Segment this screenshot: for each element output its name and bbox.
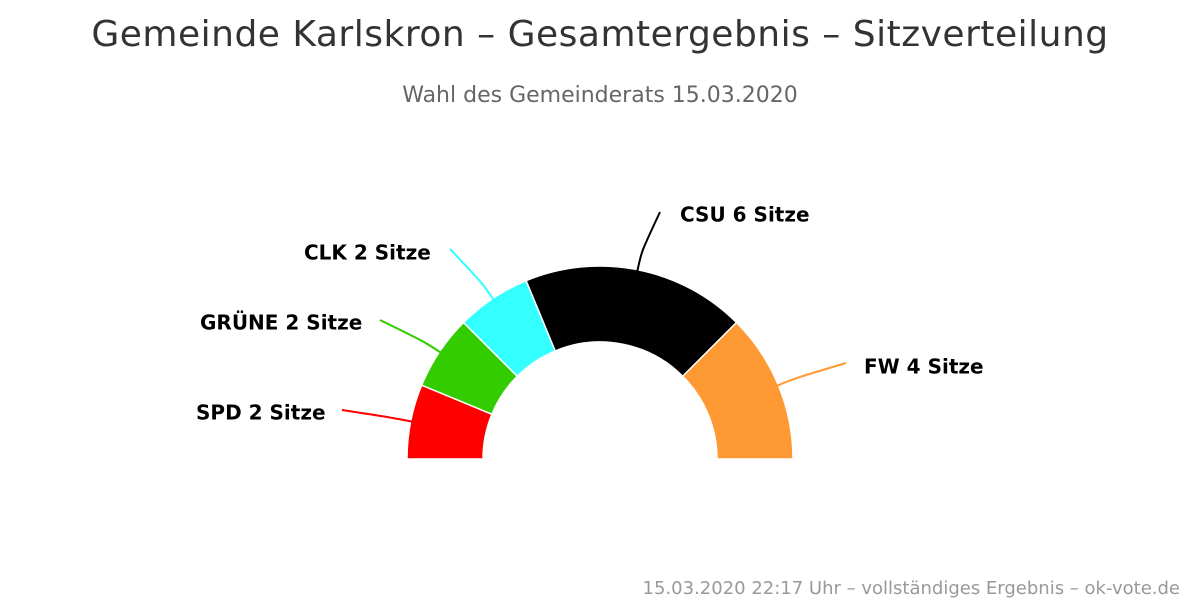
label-clk: CLK 2 Sitze [304, 241, 431, 265]
label-csu: CSU 6 Sitze [680, 203, 810, 227]
chart-title: Gemeinde Karlskron – Gesamtergebnis – Si… [91, 14, 1109, 55]
slice-labels: SPD 2 Sitze GRÜNE 2 Sitze CLK 2 Sitze CSU 6… [196, 203, 984, 425]
connector-spd [341, 409, 413, 423]
label-connectors [341, 211, 847, 423]
label-spd: SPD 2 Sitze [196, 401, 326, 425]
connector-clk [449, 248, 495, 301]
connector-csu [636, 211, 661, 272]
label-gr-ne: GRÜNE 2 Sitze [200, 311, 362, 335]
chart-credits: 15.03.2020 22:17 Uhr – vollständiges Erg… [642, 578, 1180, 599]
connector-gr-ne [379, 319, 442, 354]
connector-fw [776, 362, 847, 387]
label-fw: FW 4 Sitze [864, 355, 984, 379]
slices [406, 265, 794, 460]
chart-subtitle: Wahl des Gemeinderats 15.03.2020 [402, 83, 798, 108]
slice-fw[interactable] [681, 321, 794, 460]
